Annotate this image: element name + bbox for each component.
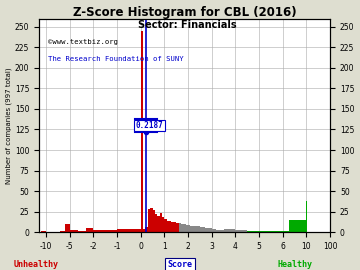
Bar (188, 225, 190, 232)
Bar (202, 227, 204, 232)
Bar (179, 223, 181, 232)
Bar (216, 230, 219, 232)
Bar (283, 231, 289, 232)
Text: Sector: Financials: Sector: Financials (138, 20, 237, 30)
Bar (150, 208, 153, 232)
Bar (60, 231, 65, 232)
Bar (145, 227, 148, 232)
Bar (210, 228, 212, 232)
Bar (160, 213, 162, 232)
Bar (70, 230, 78, 232)
Bar (181, 224, 183, 232)
Bar (86, 228, 94, 232)
Bar (271, 231, 283, 232)
Bar (195, 227, 198, 232)
Text: The Research Foundation of SUNY: The Research Foundation of SUNY (48, 56, 183, 62)
Bar (190, 226, 193, 232)
Bar (162, 217, 165, 232)
Bar (176, 223, 179, 232)
Bar (65, 224, 70, 232)
Bar (183, 224, 186, 232)
Bar (200, 227, 202, 232)
Bar (155, 214, 157, 232)
Bar (207, 228, 210, 232)
Title: Z-Score Histogram for CBL (2016): Z-Score Histogram for CBL (2016) (73, 6, 296, 19)
Bar (221, 230, 224, 232)
Bar (165, 219, 167, 232)
Bar (143, 229, 145, 232)
Bar (174, 222, 176, 232)
Bar (167, 221, 169, 232)
Bar (148, 209, 150, 232)
Bar (141, 31, 143, 232)
Bar (169, 221, 171, 232)
Bar (153, 210, 155, 232)
Bar (219, 230, 221, 232)
Bar (193, 226, 195, 232)
Bar (78, 231, 86, 232)
Bar (186, 225, 188, 232)
Text: Score: Score (167, 260, 193, 269)
Bar (289, 220, 306, 232)
Bar (204, 228, 207, 232)
Bar (41, 231, 46, 232)
Text: 0.2187: 0.2187 (136, 121, 163, 130)
Text: ©www.textbiz.org: ©www.textbiz.org (48, 39, 118, 45)
Bar (214, 229, 216, 232)
Bar (157, 216, 160, 232)
Bar (94, 230, 117, 232)
Bar (259, 231, 271, 232)
Bar (171, 222, 174, 232)
Bar (224, 229, 235, 232)
Text: Unhealthy: Unhealthy (14, 260, 58, 269)
Bar (117, 229, 141, 232)
Bar (198, 227, 200, 232)
Bar (235, 230, 247, 232)
Bar (247, 231, 259, 232)
Text: Healthy: Healthy (278, 260, 313, 269)
Bar (212, 229, 214, 232)
Y-axis label: Number of companies (997 total): Number of companies (997 total) (5, 67, 12, 184)
